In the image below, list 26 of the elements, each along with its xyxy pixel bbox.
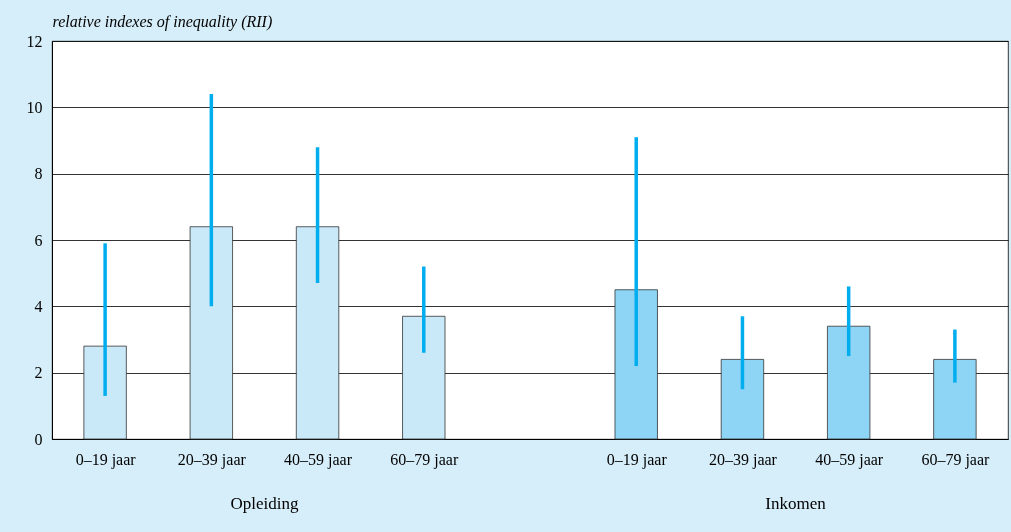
y-tick-label: 2 [34,364,43,382]
x-tick-label: 20–39 jaar [177,450,247,469]
y-tick-label: 8 [34,165,43,183]
text: Opleiding [230,494,299,513]
bar [720,359,765,440]
y-tick-label: 0 [34,430,43,448]
x-tick-label: 0–19 jaar [606,450,668,469]
y-axis-title: relative indexes of inequality (RII) [52,12,273,31]
y-tick-label: 6 [34,231,43,249]
bar [614,289,658,440]
x-tick-label: 60–79 jaar [921,450,991,469]
bar [402,315,446,440]
x-tick-label: 20–39 jaar [708,450,778,469]
y-tick-label: 12 [26,32,43,50]
y-tick-label: 10 [26,98,43,116]
x-tick-label: 0–19 jaar [75,450,137,469]
x-tick-label: 60–79 jaar [390,450,459,469]
bar [83,345,127,440]
bar [827,325,871,440]
x-tick-label: 40–59 jaar [815,450,884,469]
bar [189,226,233,440]
bar [295,226,340,440]
x-tick-label: 40–59 jaar [284,450,353,469]
text: Inkomen [765,494,827,513]
y-tick-label: 4 [34,297,43,315]
bar [933,359,977,440]
